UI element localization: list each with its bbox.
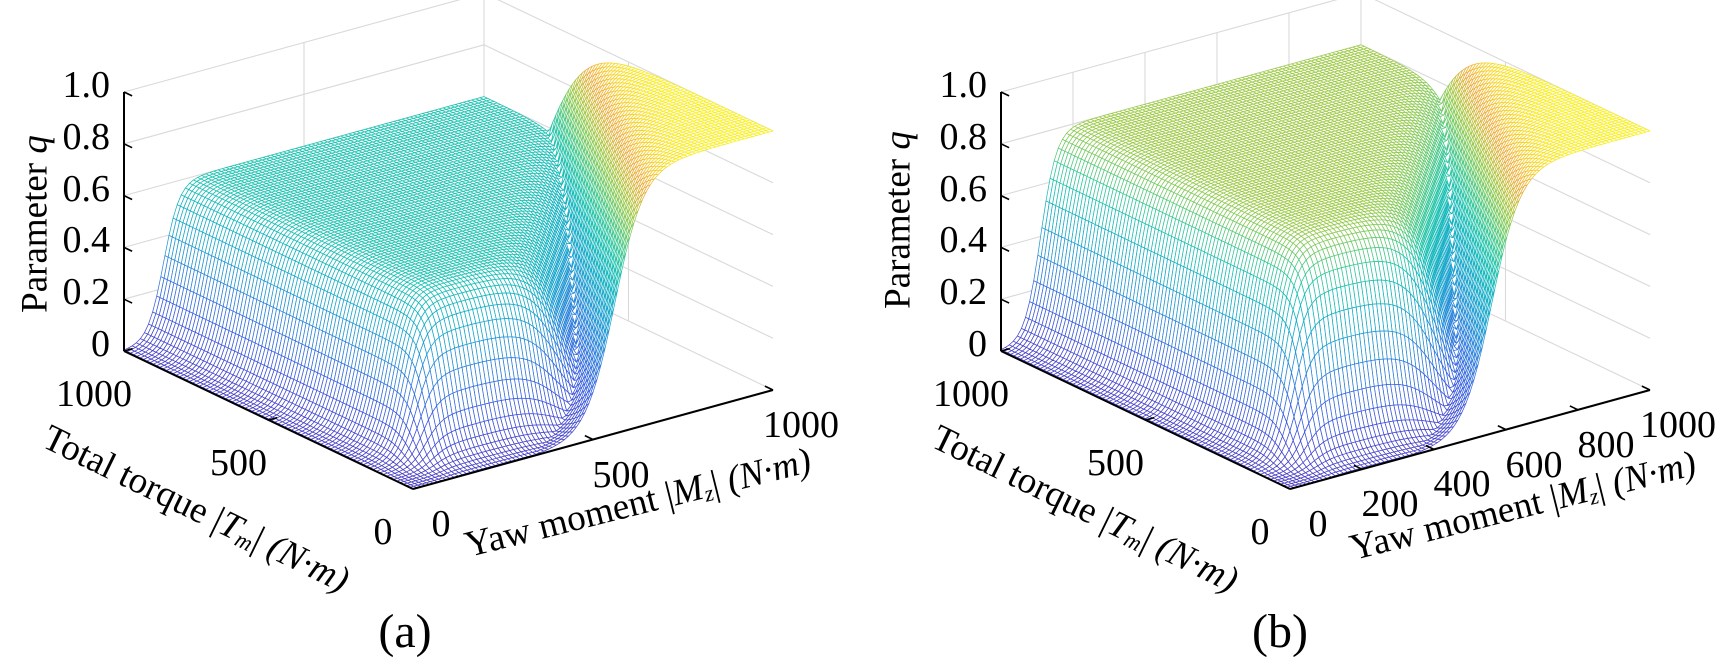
figure-3d-surface-pair: 0 0.2 0.4 0.6 0.8 1.0 0 500 1000 0 500 1000 Paramete… (0, 0, 1732, 671)
surface-plot-canvas (0, 0, 1732, 671)
